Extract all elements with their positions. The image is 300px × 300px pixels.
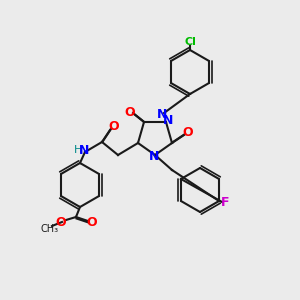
Text: F: F — [221, 196, 229, 209]
Text: N: N — [163, 115, 173, 128]
Text: O: O — [87, 217, 97, 230]
Text: N: N — [157, 109, 167, 122]
Text: O: O — [125, 106, 135, 118]
Text: N: N — [79, 145, 89, 158]
Text: H: H — [74, 145, 82, 155]
Text: O: O — [56, 215, 66, 229]
Text: O: O — [183, 127, 193, 140]
Text: O: O — [109, 121, 119, 134]
Text: CH₃: CH₃ — [41, 224, 59, 234]
Text: N: N — [149, 151, 159, 164]
Text: Cl: Cl — [184, 37, 196, 47]
